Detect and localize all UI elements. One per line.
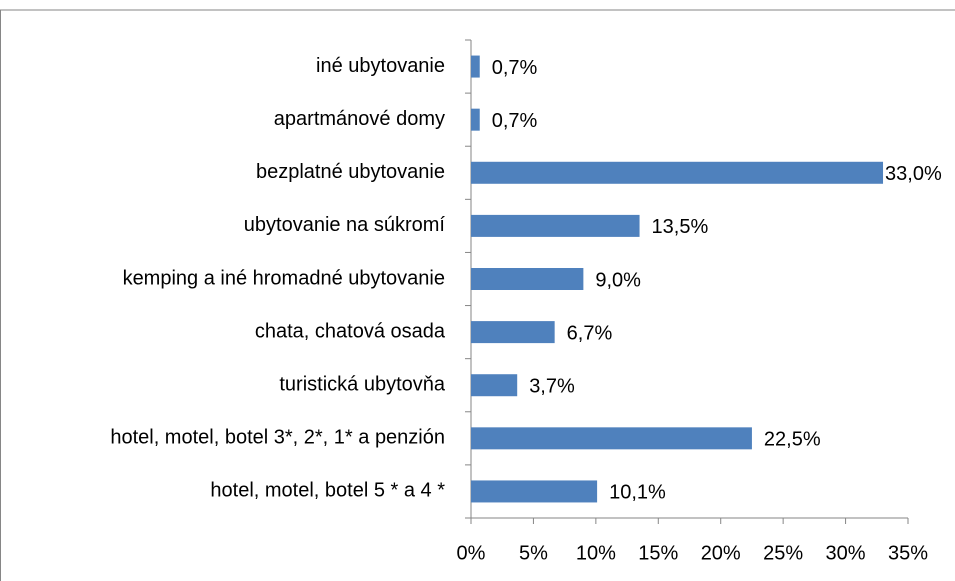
bar [471, 427, 752, 450]
value-label: 22,5% [764, 429, 821, 451]
y-tick-label: kemping a iné hromadné ubytovanie [123, 267, 445, 289]
value-label: 13,5% [652, 216, 709, 238]
bar [471, 321, 555, 344]
value-label: 33,0% [885, 163, 942, 185]
y-tick-label: chata, chatová osada [255, 320, 446, 342]
value-label: 0,7% [492, 110, 538, 132]
value-label: 3,7% [529, 376, 575, 398]
x-tick-label: 0% [457, 542, 486, 564]
bar [471, 374, 518, 397]
y-tick-label: turistická ubytovňa [279, 374, 446, 396]
x-tick-label: 25% [763, 542, 803, 564]
y-tick-label: ubytovanie na súkromí [244, 214, 446, 236]
y-tick-label: bezplatné ubytovanie [256, 161, 445, 183]
bar [471, 161, 884, 184]
value-label: 6,7% [567, 322, 613, 344]
x-tick-label: 5% [519, 542, 548, 564]
x-tick-label: 20% [701, 542, 741, 564]
bar [471, 55, 480, 78]
value-label: 0,7% [492, 57, 538, 79]
x-tick-label: 30% [826, 542, 866, 564]
x-tick-label: 15% [638, 542, 678, 564]
bar [471, 214, 640, 237]
y-tick-label: hotel, motel, botel 5 * a 4 * [210, 480, 445, 502]
y-tick-label: apartmánové domy [274, 108, 445, 130]
bar [471, 268, 584, 290]
x-tick-label: 10% [576, 542, 616, 564]
y-tick-label: iné ubytovanie [316, 55, 445, 77]
y-tick-label: hotel, motel, botel 3*, 2*, 1* a penzión [110, 427, 445, 449]
bar [471, 108, 480, 131]
value-label: 9,0% [595, 269, 641, 291]
bar [471, 480, 598, 503]
x-tick-label: 35% [888, 542, 928, 564]
value-label: 10,1% [609, 482, 666, 504]
